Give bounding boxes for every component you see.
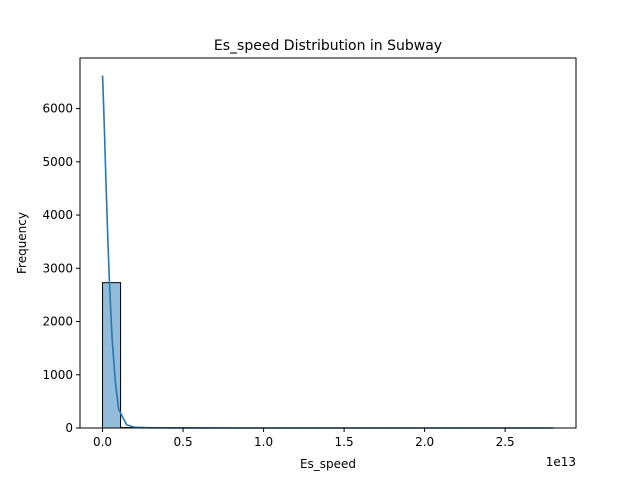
y-tick-label: 3000 [42,261,73,275]
y-tick-label: 2000 [42,315,73,329]
x-tick-label: 2.0 [415,435,434,449]
chart-title: Es_speed Distribution in Subway [214,38,442,54]
plot-frame [79,57,577,429]
x-tick-label: 0.5 [174,435,193,449]
x-tick-label: 1.5 [335,435,354,449]
x-axis-offset-label: 1e13 [546,455,576,469]
y-axis-label: Frequency [15,212,29,274]
y-tick-label: 5000 [42,155,73,169]
x-tick-label: 1.0 [254,435,273,449]
y-axis-ticks: 0 1000 2000 3000 4000 5000 6000 [42,102,80,435]
y-tick-label: 1000 [42,368,73,382]
y-tick-label: 6000 [42,102,73,116]
x-axis-ticks: 0.0 0.5 1.0 1.5 2.0 2.5 [93,428,515,449]
y-tick-label: 0 [65,421,73,435]
x-tick-label: 2.5 [496,435,515,449]
y-tick-label: 4000 [42,208,73,222]
x-tick-label: 0.0 [93,435,112,449]
x-axis-label: Es_speed [300,457,356,471]
